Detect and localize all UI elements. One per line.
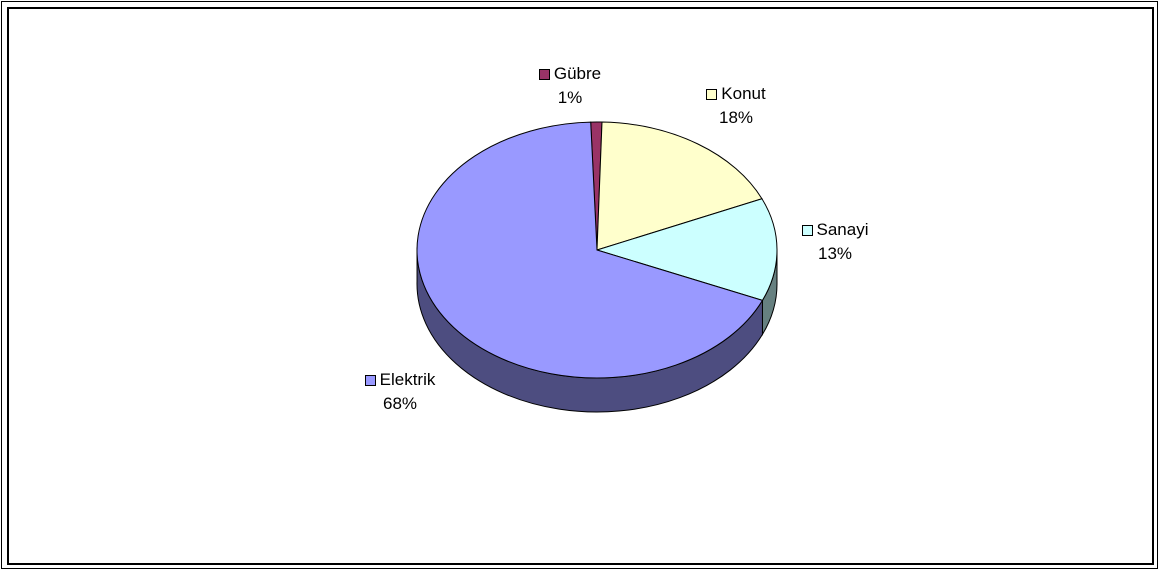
pie-slice-sanayi [595, 198, 778, 302]
elektrik-pct: 68% [382, 394, 418, 413]
konut-pct: 18% [718, 108, 754, 127]
gubre-pct: 1% [557, 88, 583, 107]
slice-label-gubre: Gübre 1% [520, 62, 620, 110]
slice-label-konut: Konut 18% [686, 82, 786, 130]
sanayi-swatch [801, 224, 813, 236]
slice-label-sanayi: Sanayi 13% [780, 218, 890, 266]
elektrik-name: Elektrik [379, 370, 436, 389]
elektrik-swatch [364, 374, 376, 386]
gubre-swatch [538, 68, 550, 80]
konut-name: Konut [721, 84, 766, 103]
sanayi-name: Sanayi [816, 220, 869, 239]
sanayi-pct: 13% [817, 244, 853, 263]
gubre-name: Gübre [553, 64, 602, 83]
pie-tops [416, 121, 778, 379]
konut-swatch [706, 88, 718, 100]
slice-label-elektrik: Elektrik 68% [345, 368, 455, 416]
pie-slice-elektrik [416, 121, 764, 379]
pie-slice-konut [596, 121, 763, 251]
chart-area [7, 7, 1154, 565]
